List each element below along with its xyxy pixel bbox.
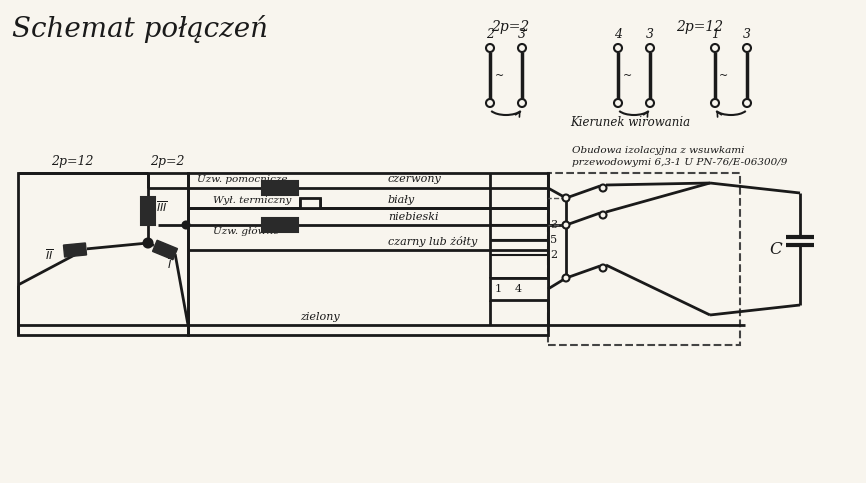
- Text: czerwony: czerwony: [388, 174, 442, 184]
- Circle shape: [743, 44, 751, 52]
- Text: 3: 3: [646, 28, 654, 42]
- Text: Uzw. pomocnicze: Uzw. pomocnicze: [197, 175, 288, 184]
- Text: 2p=2: 2p=2: [150, 155, 184, 168]
- Bar: [548, 173, 740, 345]
- Circle shape: [646, 99, 654, 107]
- Text: ~: ~: [720, 71, 728, 81]
- Text: 2p=12: 2p=12: [51, 155, 94, 168]
- Bar: [18, 173, 188, 335]
- Text: 5: 5: [550, 235, 557, 245]
- Circle shape: [614, 99, 622, 107]
- Text: zielony: zielony: [300, 312, 339, 322]
- Circle shape: [518, 99, 526, 107]
- Circle shape: [183, 222, 190, 228]
- Circle shape: [711, 44, 719, 52]
- Circle shape: [144, 239, 152, 247]
- Bar: [262, 218, 298, 232]
- Text: 2p=12: 2p=12: [676, 20, 724, 34]
- Text: 2p=2: 2p=2: [491, 20, 529, 34]
- Circle shape: [743, 99, 751, 107]
- Text: $\overline{II}$: $\overline{II}$: [45, 248, 54, 262]
- Circle shape: [486, 99, 494, 107]
- Text: ~: ~: [623, 71, 631, 81]
- Circle shape: [614, 44, 622, 52]
- Circle shape: [599, 265, 606, 271]
- Circle shape: [486, 44, 494, 52]
- Text: 4: 4: [515, 284, 522, 294]
- Text: czarny lub żółty: czarny lub żółty: [388, 236, 477, 247]
- Text: 2: 2: [486, 28, 494, 42]
- Polygon shape: [152, 240, 178, 260]
- Text: 1: 1: [711, 28, 719, 42]
- Text: niebieski: niebieski: [388, 212, 438, 222]
- Bar: [490, 278, 548, 300]
- Bar: [141, 197, 155, 225]
- Circle shape: [711, 99, 719, 107]
- Polygon shape: [63, 243, 87, 257]
- Circle shape: [563, 222, 570, 228]
- Circle shape: [646, 44, 654, 52]
- Text: Schemat połączeń: Schemat połączeń: [12, 15, 268, 43]
- Text: 3: 3: [743, 28, 751, 42]
- Text: Wył. termiczny: Wył. termiczny: [213, 196, 291, 205]
- Circle shape: [563, 274, 570, 282]
- Bar: [262, 181, 298, 195]
- Text: Obudowa izolacyjna z wsuwkami: Obudowa izolacyjna z wsuwkami: [572, 146, 745, 155]
- Bar: [188, 173, 548, 335]
- Text: ~: ~: [494, 71, 504, 81]
- Text: Uzw. główne: Uzw. główne: [213, 227, 279, 237]
- Text: 3: 3: [550, 220, 557, 230]
- Text: 4: 4: [614, 28, 622, 42]
- Text: 1: 1: [495, 284, 502, 294]
- Circle shape: [563, 195, 570, 201]
- Text: przewodowymi 6,3-1 U PN-76/E-06300/9: przewodowymi 6,3-1 U PN-76/E-06300/9: [572, 158, 787, 167]
- Text: 2: 2: [550, 250, 557, 260]
- Circle shape: [599, 212, 606, 218]
- Text: $\overline{III}$: $\overline{III}$: [156, 199, 168, 214]
- Text: 3: 3: [518, 28, 526, 42]
- Bar: [300, 198, 320, 208]
- Text: Kierunek wirowania: Kierunek wirowania: [570, 116, 690, 129]
- Circle shape: [518, 44, 526, 52]
- Circle shape: [599, 185, 606, 191]
- Text: $\overline{I}$: $\overline{I}$: [167, 256, 172, 271]
- Text: biały: biały: [388, 195, 415, 205]
- Text: C: C: [769, 241, 782, 257]
